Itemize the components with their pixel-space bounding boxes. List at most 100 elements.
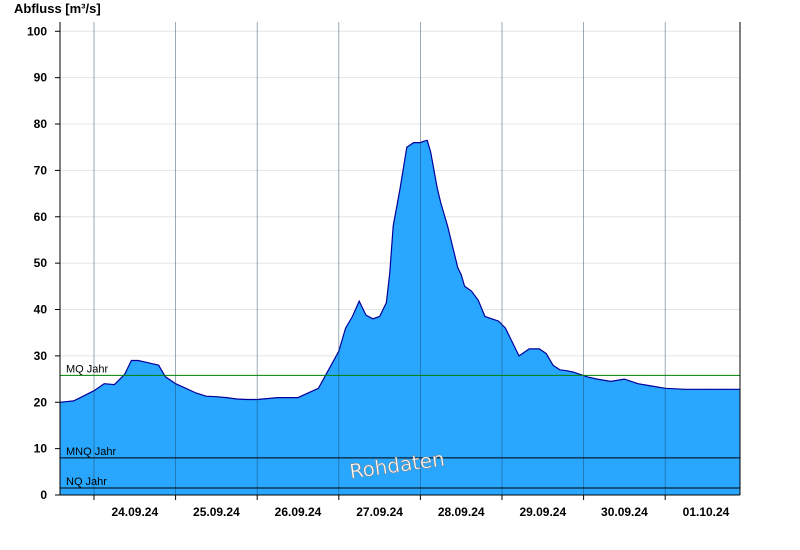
discharge-point bbox=[637, 383, 639, 385]
discharge-point bbox=[454, 253, 455, 255]
discharge-point bbox=[297, 397, 299, 398]
discharge-point bbox=[392, 225, 394, 227]
discharge-point bbox=[205, 395, 207, 397]
discharge-point bbox=[539, 348, 540, 350]
discharge-point bbox=[545, 353, 547, 354]
y-tick-label: 20 bbox=[34, 395, 48, 409]
discharge-point bbox=[457, 267, 459, 269]
discharge-point bbox=[477, 299, 479, 301]
y-tick-label: 0 bbox=[40, 488, 47, 502]
x-tick-label: 24.09.24 bbox=[111, 505, 158, 519]
discharge-point bbox=[80, 397, 81, 398]
discharge-point bbox=[505, 327, 506, 329]
day-separator-layer bbox=[93, 22, 666, 495]
discharge-point bbox=[246, 399, 248, 400]
discharge-point bbox=[559, 369, 561, 371]
discharge-point bbox=[226, 397, 228, 398]
discharge-point bbox=[372, 318, 374, 320]
x-tick-label: 27.09.24 bbox=[356, 505, 403, 519]
discharge-point bbox=[464, 285, 465, 287]
axis-layer: 0 10 20 30 40 50 60 70 80 90 100 24.09.24 25.09.24 26… bbox=[27, 22, 741, 519]
discharge-point bbox=[566, 370, 567, 372]
discharge-point bbox=[103, 383, 105, 385]
discharge-point bbox=[389, 272, 391, 273]
y-tick-label: 90 bbox=[34, 71, 48, 85]
discharge-point bbox=[399, 188, 401, 190]
discharge-point bbox=[596, 378, 598, 380]
discharge-point bbox=[131, 360, 132, 361]
discharge-line bbox=[59, 139, 740, 403]
discharge-point bbox=[484, 316, 486, 317]
discharge-point bbox=[73, 400, 74, 402]
x-tick-label: 26.09.24 bbox=[275, 505, 322, 519]
x-tick-label: 30.09.24 bbox=[601, 505, 648, 519]
discharge-point bbox=[124, 374, 125, 375]
y-axis-title: Abfluss [m³/s] bbox=[14, 1, 101, 16]
x-tick-label: 01.10.24 bbox=[683, 505, 730, 519]
discharge-point bbox=[165, 376, 166, 378]
discharge-point bbox=[358, 300, 360, 302]
reference-line-label: MQ Jahr bbox=[66, 363, 109, 375]
discharge-point bbox=[185, 387, 187, 389]
discharge-point bbox=[406, 146, 408, 148]
discharge-point bbox=[379, 316, 380, 317]
discharge-point bbox=[491, 318, 493, 320]
discharge-point bbox=[423, 140, 425, 142]
discharge-point bbox=[137, 360, 139, 361]
discharge-point bbox=[352, 316, 353, 317]
x-tick-label: 29.09.24 bbox=[519, 505, 566, 519]
discharge-point bbox=[318, 387, 319, 389]
discharge-point bbox=[277, 397, 278, 398]
discharge-point bbox=[328, 369, 329, 371]
discharge-point bbox=[579, 374, 581, 375]
reference-lines-layer: MQ Jahr MNQ Jahr NQ Jahr bbox=[60, 363, 740, 489]
discharge-point bbox=[450, 239, 452, 241]
discharge-point bbox=[471, 290, 472, 292]
discharge-point bbox=[158, 364, 160, 366]
discharge-point bbox=[586, 376, 588, 378]
y-tick-label: 40 bbox=[34, 303, 48, 317]
x-tick-label: 28.09.24 bbox=[438, 505, 485, 519]
y-tick-label: 100 bbox=[27, 24, 47, 38]
area-layer bbox=[59, 139, 741, 496]
discharge-point bbox=[498, 320, 499, 322]
y-tick-label: 10 bbox=[34, 442, 48, 456]
discharge-point bbox=[365, 314, 367, 316]
discharge-point bbox=[511, 341, 513, 343]
discharge-point bbox=[114, 384, 115, 385]
discharge-point bbox=[624, 378, 625, 380]
discharge-point bbox=[552, 364, 554, 366]
discharge-point bbox=[651, 385, 652, 387]
reference-line-label: NQ Jahr bbox=[66, 476, 107, 488]
discharge-point bbox=[528, 348, 530, 350]
discharge-point bbox=[433, 170, 435, 171]
discharge-point bbox=[386, 302, 387, 303]
discharge-point bbox=[685, 388, 686, 390]
y-tick-label: 30 bbox=[34, 349, 48, 363]
discharge-point bbox=[440, 202, 442, 204]
y-tick-label: 50 bbox=[34, 256, 48, 270]
y-tick-label: 60 bbox=[34, 210, 48, 224]
y-tick-label: 70 bbox=[34, 163, 48, 177]
x-tick-label: 25.09.24 bbox=[193, 505, 240, 519]
discharge-point bbox=[345, 327, 346, 329]
discharge-point bbox=[447, 225, 448, 227]
discharge-point bbox=[518, 355, 520, 357]
discharge-point bbox=[216, 396, 217, 398]
y-tick-label: 80 bbox=[34, 117, 48, 131]
discharge-point bbox=[705, 388, 707, 390]
discharge-point bbox=[148, 362, 149, 364]
discharge-point bbox=[195, 392, 197, 394]
discharge-point bbox=[437, 188, 438, 190]
discharge-point bbox=[610, 381, 612, 382]
discharge-point bbox=[236, 398, 238, 400]
discharge-point bbox=[726, 388, 727, 390]
discharge-area bbox=[60, 140, 740, 496]
discharge-point bbox=[413, 142, 414, 144]
discharge-point bbox=[573, 371, 574, 373]
reference-line-label: MNQ Jahr bbox=[66, 446, 116, 458]
discharge-point bbox=[426, 139, 428, 141]
discharge-point bbox=[430, 151, 431, 153]
discharge-point bbox=[460, 274, 462, 276]
